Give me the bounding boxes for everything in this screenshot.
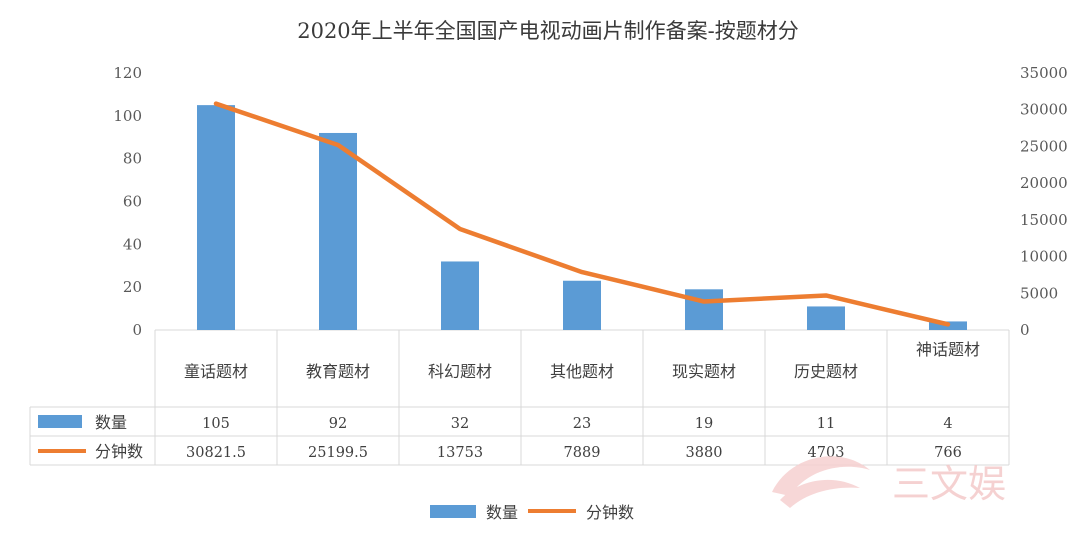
y-left-tick-label: 100	[113, 107, 142, 125]
line-series-minutes	[213, 101, 951, 327]
category-label: 现实题材	[672, 362, 736, 381]
y-left-tick-label: 20	[123, 278, 142, 296]
data-table-cells: 105 92 32 23 19 11 4 30821.5 25199.5 13753 7889 388…	[186, 416, 962, 461]
bar-count	[197, 105, 235, 330]
y-left-tick-label: 0	[132, 321, 142, 339]
table-cell-minutes: 766	[934, 445, 962, 461]
bar-count	[563, 280, 601, 330]
bar-count	[807, 306, 845, 330]
y-right-tick-label: 5000	[1020, 284, 1058, 302]
bar-series-count	[197, 105, 967, 330]
legend: 数量 分钟数	[430, 503, 634, 522]
legend-label-minutes: 分钟数	[586, 503, 634, 522]
category-labels: 童话题材 教育题材 科幻题材 其他题材 现实题材 历史题材 神话题材	[184, 340, 980, 381]
table-cell-count: 32	[451, 416, 469, 432]
category-label: 历史题材	[794, 362, 858, 381]
table-cell-count: 11	[817, 416, 835, 432]
watermark-text: 三文娱	[892, 462, 1006, 506]
y-right-tick-label: 20000	[1020, 174, 1068, 192]
y-right-tick-label: 30000	[1020, 101, 1068, 119]
bar-count	[441, 261, 479, 330]
y-right-tick-label: 25000	[1020, 137, 1068, 155]
bar-count	[319, 132, 357, 330]
table-cell-count: 19	[695, 416, 713, 432]
category-label: 童话题材	[184, 362, 248, 381]
category-label: 教育题材	[306, 362, 370, 381]
category-label: 神话题材	[916, 340, 980, 359]
table-cell-minutes: 3880	[686, 445, 723, 461]
table-cell-count: 105	[202, 416, 230, 432]
y-left-tick-label: 60	[123, 193, 142, 211]
table-cell-minutes: 25199.5	[308, 445, 368, 461]
y-left-tick-label: 120	[113, 64, 142, 82]
legend-swatch-count	[430, 505, 476, 518]
table-cell-count: 23	[573, 416, 591, 432]
y-right-tick-label: 15000	[1020, 211, 1068, 229]
y-right-tick-label: 10000	[1020, 248, 1068, 266]
y-axis-left: 0 20 40 60 80 100 120	[113, 64, 142, 339]
table-legend-key-bar	[38, 415, 82, 428]
chart-title: 2020年上半年全国国产电视动画片制作备案-按题材分	[297, 19, 799, 43]
watermark-logo-icon	[772, 456, 870, 508]
data-table-grid	[29, 329, 1010, 466]
table-cell-count: 92	[329, 416, 347, 432]
table-cell-count: 4	[943, 416, 952, 432]
y-axis-right: 0 5000 10000 15000 20000 25000 30000 35000	[1020, 64, 1068, 339]
table-row-header-count: 数量	[38, 413, 127, 432]
table-cell-minutes: 13753	[437, 445, 483, 461]
watermark: 三文娱	[772, 456, 1006, 508]
table-series-name-count: 数量	[95, 413, 127, 432]
table-cell-minutes: 30821.5	[186, 445, 246, 461]
table-series-name-minutes: 分钟数	[95, 442, 143, 461]
table-cell-minutes: 7889	[564, 445, 601, 461]
category-label: 科幻题材	[428, 362, 492, 381]
y-left-tick-label: 40	[123, 235, 142, 253]
table-row-header-minutes: 分钟数	[38, 442, 143, 461]
y-right-tick-label: 0	[1020, 321, 1030, 339]
legend-label-count: 数量	[486, 503, 518, 522]
bar-count	[685, 289, 723, 330]
category-label: 其他题材	[550, 362, 614, 381]
y-left-tick-label: 80	[123, 150, 142, 168]
y-right-tick-label: 35000	[1020, 64, 1068, 82]
